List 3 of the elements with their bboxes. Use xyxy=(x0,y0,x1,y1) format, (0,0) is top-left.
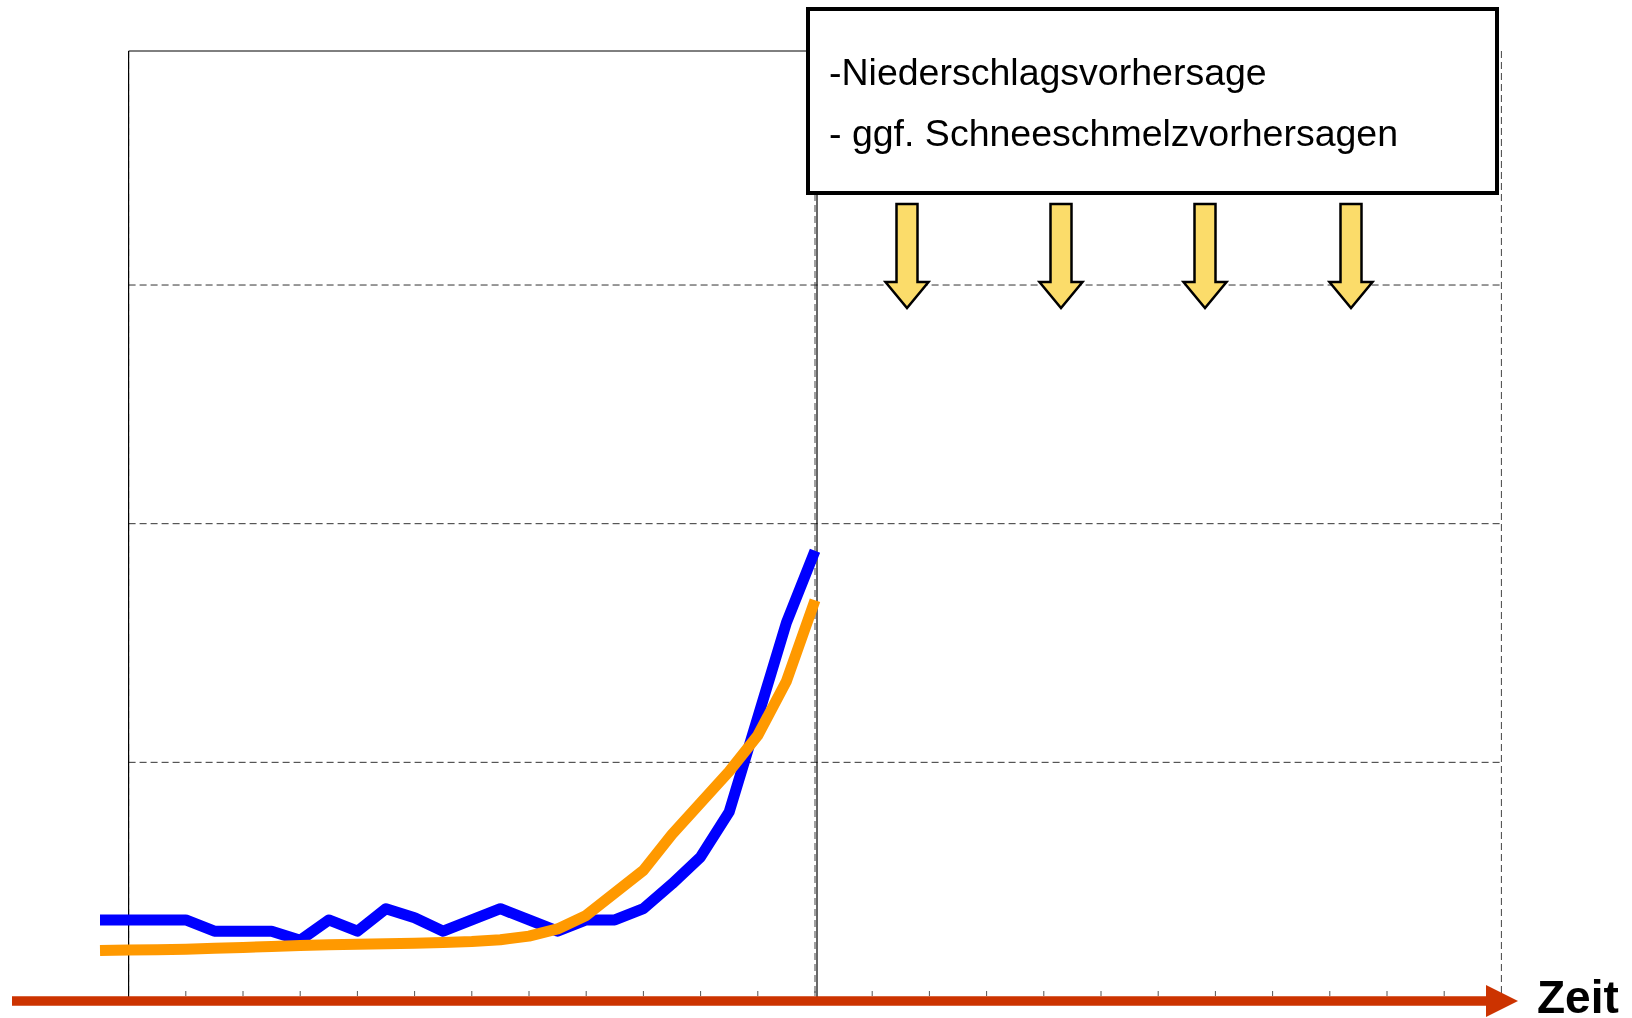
text: - ggf. Schneeschmelzvorhersagen xyxy=(829,112,1399,154)
text: -Niederschlagsvorhersage xyxy=(829,51,1267,93)
x-axis-title: Zeit xyxy=(1537,971,1619,1018)
